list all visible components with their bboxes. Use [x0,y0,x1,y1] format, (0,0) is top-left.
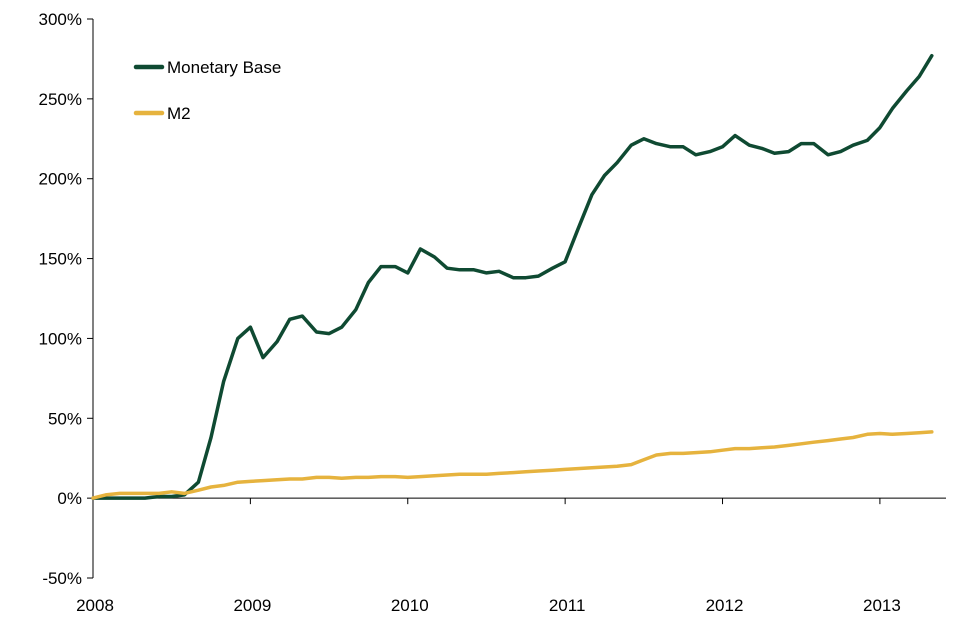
y-tick-label: 150% [39,250,82,269]
legend: Monetary Base M2 [133,58,281,123]
y-tick-label: 250% [39,90,82,109]
axes [87,18,946,579]
y-tick-label: 300% [39,10,82,29]
x-tick-label: 2009 [233,596,271,615]
series-line-m2 [91,430,934,500]
x-tick-label: 2010 [391,596,429,615]
legend-label-monetary-base: Monetary Base [167,58,281,77]
y-tick-label: 200% [39,170,82,189]
series-line-monetary-base [91,53,934,500]
y-tick-label: 50% [48,409,82,428]
y-tick-label: 0% [57,489,82,508]
legend-label-m2: M2 [167,104,191,123]
y-tick-label: -50% [42,569,82,588]
tick-labels: -50% 0% 50% 100% 150% 200% 250% 300% 2008 2009 201… [39,10,901,615]
x-tick-label: 2013 [863,596,901,615]
x-tick-label: 2012 [706,596,744,615]
x-tick-label: 2011 [549,596,586,615]
y-tick-label: 100% [39,329,82,348]
series-lines [91,53,934,500]
x-tick-label: 2008 [76,596,114,615]
